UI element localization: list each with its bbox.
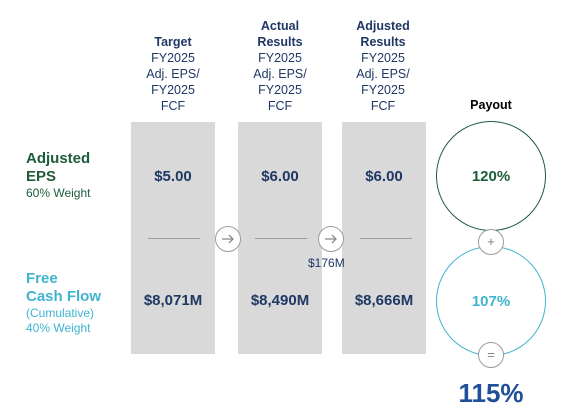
column-header-target: Target FY2025 Adj. EPS/ FY2025 FCF bbox=[118, 34, 228, 114]
row-subtitle: (Cumulative) bbox=[26, 306, 95, 320]
row-title: EPS bbox=[26, 168, 57, 185]
plus-icon: + bbox=[478, 229, 504, 255]
row-weight: 60% Weight bbox=[26, 186, 91, 200]
row-label-eps: Adjusted EPS 60% Weight bbox=[26, 150, 90, 201]
column-header-line: FCF bbox=[267, 99, 293, 113]
row-label-fcf: Free Cash Flow (Cumulative) 40% Weight bbox=[26, 270, 101, 336]
fcf-adjusted-value: $8,666M bbox=[354, 292, 414, 309]
column-header-line: FY2025 bbox=[258, 83, 302, 97]
fcf-actual-value: $8,490M bbox=[250, 292, 310, 309]
row-title: Adjusted bbox=[26, 150, 91, 167]
column-header-line: FY2025 bbox=[361, 83, 405, 97]
payout-label: Payout bbox=[470, 98, 512, 112]
eps-actual-value: $6.00 bbox=[261, 168, 299, 185]
column-header-line: FCF bbox=[160, 99, 186, 113]
total-payout: 115% bbox=[458, 378, 524, 408]
column-header-line: FY2025 bbox=[361, 51, 405, 65]
column-header-title: Target bbox=[154, 35, 192, 49]
column-header-line: Adj. EPS/ bbox=[253, 67, 307, 81]
fcf-target-value: $8,071M bbox=[143, 292, 203, 309]
arrow-right-icon bbox=[318, 226, 344, 252]
arrow-right-icon bbox=[215, 226, 241, 252]
column-header-adjusted: Adjusted Results FY2025 Adj. EPS/ FY2025 … bbox=[328, 18, 438, 114]
connector-line bbox=[255, 238, 307, 239]
fcf-payout-circle bbox=[436, 246, 546, 356]
column-header-line: FCF bbox=[370, 99, 396, 113]
fcf-payout-pct: 107% bbox=[471, 293, 511, 310]
eps-adjusted-value: $6.00 bbox=[365, 168, 403, 185]
eps-target-value: $5.00 bbox=[154, 168, 192, 185]
column-header-actual: Actual Results FY2025 Adj. EPS/ FY2025 FC… bbox=[225, 18, 335, 114]
eps-payout-pct: 120% bbox=[471, 168, 511, 185]
row-title: Cash Flow bbox=[26, 288, 102, 305]
connector-line bbox=[148, 238, 200, 239]
row-title: Free bbox=[26, 270, 58, 287]
column-header-title: Actual Results bbox=[257, 19, 303, 49]
adjustment-note: $176M bbox=[308, 256, 345, 270]
column-header-line: FY2025 bbox=[151, 51, 195, 65]
row-weight: 40% Weight bbox=[26, 321, 91, 335]
connector-line bbox=[360, 238, 412, 239]
column-header-line: Adj. EPS/ bbox=[146, 67, 200, 81]
eps-payout-circle bbox=[436, 121, 546, 231]
column-header-title: Adjusted Results bbox=[356, 19, 410, 49]
column-header-line: FY2025 bbox=[258, 51, 302, 65]
equals-icon: = bbox=[478, 342, 504, 368]
column-header-line: FY2025 bbox=[151, 83, 195, 97]
column-header-line: Adj. EPS/ bbox=[356, 67, 410, 81]
